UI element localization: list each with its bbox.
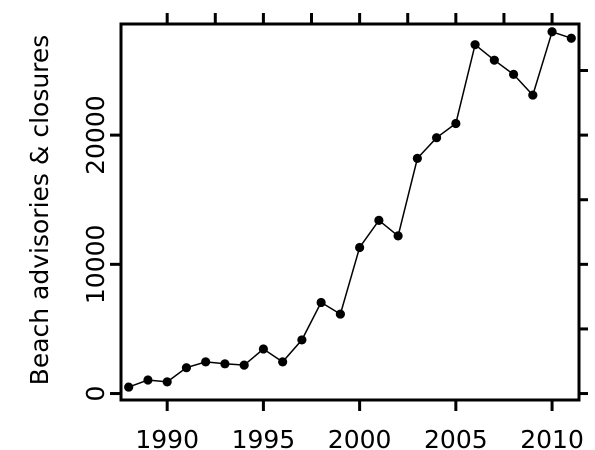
- y-axis-tick-labels: 0 10000 20000: [81, 95, 110, 401]
- x-tick-label: 2010: [520, 425, 584, 450]
- y-tick-label: 20000: [81, 95, 110, 175]
- data-point: [181, 363, 192, 373]
- x-tick-label: 2005: [424, 425, 488, 450]
- data-point: [201, 357, 211, 367]
- data-point: [508, 69, 519, 79]
- y-tick-label: 0: [81, 386, 110, 402]
- data-point: [239, 360, 249, 370]
- data-point: [528, 90, 538, 100]
- x-tick-label: 1990: [135, 425, 199, 450]
- data-point: [412, 153, 422, 163]
- plot-frame: [119, 22, 581, 402]
- data-point: [335, 309, 345, 319]
- data-point: [470, 40, 480, 50]
- data-point: [278, 357, 288, 367]
- data-point: [258, 344, 269, 354]
- data-point: [220, 359, 230, 369]
- data-point: [547, 27, 557, 37]
- data-point: [124, 382, 134, 392]
- x-axis-tick-labels: 1990 1995 2000 2005 2010: [135, 425, 583, 450]
- data-point: [451, 118, 461, 129]
- data-point: [374, 215, 384, 225]
- data-point: [393, 231, 403, 241]
- data-point: [489, 55, 499, 65]
- data-point: [355, 242, 365, 253]
- data-point: [431, 133, 442, 143]
- data-point: [316, 297, 326, 308]
- data-point: [297, 335, 307, 345]
- data-point: [162, 377, 172, 387]
- data-point: [566, 33, 576, 43]
- x-tick-label: 1995: [232, 425, 296, 450]
- y-axis-title: Beach advisories & closures: [25, 35, 54, 386]
- y-tick-label: 10000: [81, 225, 110, 305]
- axis-ticks: [110, 13, 588, 411]
- series-points: [124, 27, 576, 392]
- x-tick-label: 2000: [328, 425, 392, 450]
- data-point: [143, 375, 153, 385]
- series-line: [128, 30, 572, 388]
